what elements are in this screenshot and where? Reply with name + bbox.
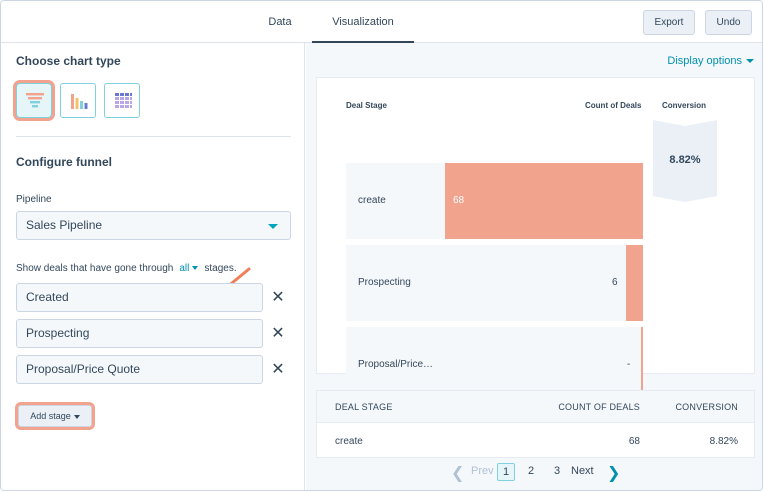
stage-input-3[interactable]: Proposal/Price Quote (16, 355, 263, 384)
stages-word: stages. (204, 263, 237, 274)
all-stages-dropdown[interactable]: all (179, 263, 199, 274)
pipeline-select-value: Sales Pipeline (26, 218, 103, 232)
display-options-label: Display options (667, 55, 742, 67)
funnel-row-label: Prospecting (358, 277, 411, 288)
funnel-bar[interactable] (445, 163, 643, 239)
funnel-bar[interactable] (626, 245, 643, 321)
table-header-row: DEAL STAGE COUNT OF DEALS CONVERSION (317, 391, 754, 423)
stage-input-2[interactable]: Prospecting (16, 319, 263, 348)
funnel-row: Prospecting (346, 245, 643, 321)
table-header-deal-stage[interactable]: DEAL STAGE (335, 402, 393, 412)
chart-header-deal-stage: Deal Stage (346, 101, 387, 110)
next-page-link[interactable]: Next (571, 465, 594, 477)
all-stages-dropdown-label: all (179, 263, 190, 274)
visualization-area: Display options Deal Stage Count of Deal… (306, 43, 762, 490)
remove-stage-3-close-icon[interactable]: ✕ (271, 361, 285, 378)
display-options-dropdown[interactable]: Display options (667, 55, 754, 67)
chart-header-count: Count of Deals (585, 101, 642, 110)
table-cell-count: 68 (628, 436, 640, 447)
caret-down-icon (192, 266, 199, 271)
chevron-right-icon[interactable]: ❯ (607, 465, 621, 482)
pipeline-select[interactable]: Sales Pipeline (16, 211, 291, 240)
config-panel: Choose chart type (1, 43, 305, 490)
pipeline-label: Pipeline (16, 194, 52, 205)
funnel-chart: Deal Stage Count of Deals Conversion 8.8… (316, 77, 755, 403)
tab-visualization[interactable]: Visualization (312, 1, 414, 44)
section-divider (16, 136, 291, 137)
caret-down-icon (73, 414, 80, 419)
data-table: DEAL STAGE COUNT OF DEALS CONVERSION cre… (316, 390, 755, 458)
configure-funnel-heading: Configure funnel (16, 155, 112, 169)
chevron-left-icon[interactable]: ❮ (451, 465, 465, 482)
conversion-chevron (653, 120, 717, 202)
conversion-value: 8.82% (669, 154, 701, 166)
add-stage-button[interactable]: Add stage (18, 405, 92, 427)
funnel-icon (26, 93, 44, 108)
chart-type-funnel-button[interactable] (16, 83, 52, 118)
table-header-conversion[interactable]: CONVERSION (675, 402, 738, 412)
export-button[interactable]: Export (643, 10, 695, 35)
funnel-bar[interactable] (641, 327, 643, 403)
bar-chart-icon (71, 94, 88, 109)
top-tab-bar: Data Visualization Export Undo (1, 1, 762, 44)
funnel-row-label: Proposal/Price… (358, 359, 434, 370)
chart-header-conversion: Conversion (662, 101, 707, 110)
tab-data[interactable]: Data (268, 16, 292, 28)
caret-down-icon (746, 59, 754, 64)
show-deals-text: Show deals that have gone through all stag… (16, 263, 237, 274)
page-1-button[interactable]: 1 (497, 463, 515, 481)
show-deals-label: Show deals that have gone through (16, 263, 174, 274)
page-2-button[interactable]: 2 (528, 465, 535, 477)
chart-type-bar-button[interactable] (60, 83, 96, 118)
remove-stage-2-close-icon[interactable]: ✕ (271, 325, 285, 342)
caret-down-icon (268, 224, 278, 229)
chart-type-table-button[interactable] (104, 83, 140, 118)
undo-button[interactable]: Undo (705, 10, 752, 35)
funnel-row-label: create (358, 195, 386, 206)
table-header-count[interactable]: COUNT OF DEALS (558, 402, 640, 412)
table-grid-icon (115, 93, 132, 108)
table-cell-stage: create (335, 436, 363, 447)
funnel-bar-value: 6 (612, 277, 618, 288)
add-stage-label: Add stage (30, 411, 71, 421)
stage-input-1[interactable]: Created (16, 283, 263, 312)
choose-chart-type-heading: Choose chart type (16, 54, 121, 68)
page-3-button[interactable]: 3 (554, 465, 561, 477)
funnel-bar-value: - (627, 359, 631, 370)
funnel-bar-value: 68 (453, 195, 465, 206)
table-cell-conversion: 8.82% (709, 436, 738, 447)
remove-stage-1-close-icon[interactable]: ✕ (271, 289, 285, 306)
prev-page-link[interactable]: Prev (471, 465, 494, 477)
